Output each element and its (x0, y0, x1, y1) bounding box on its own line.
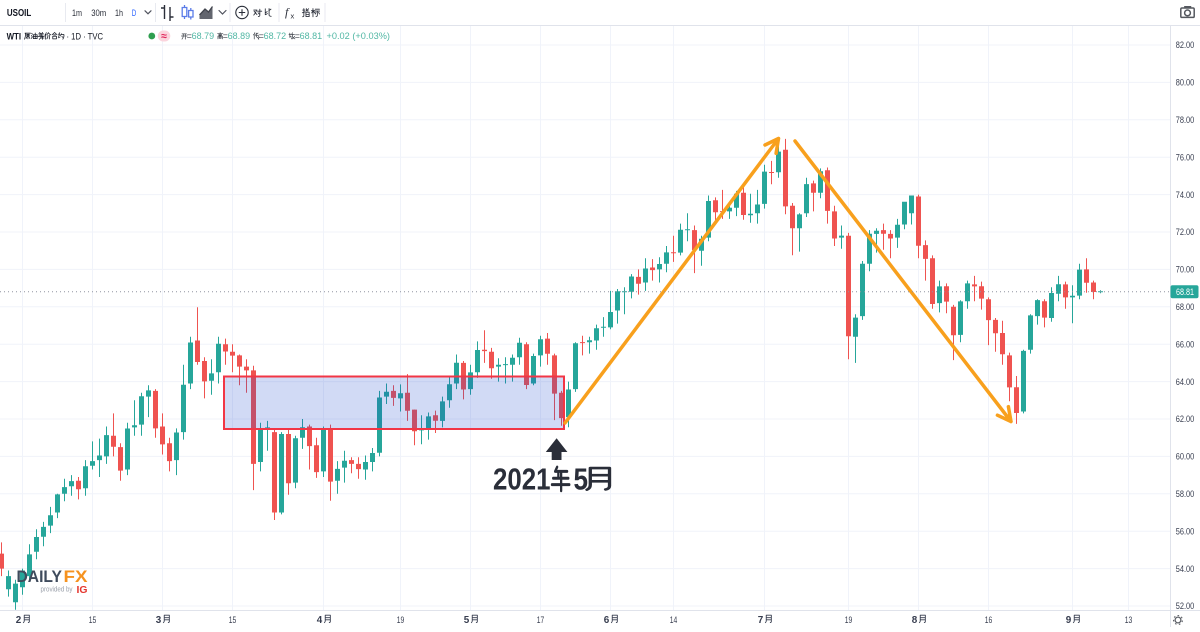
svg-text:68.81: 68.81 (300, 31, 323, 41)
svg-text:19: 19 (397, 615, 405, 626)
svg-text:=: = (295, 31, 300, 41)
svg-text:68.79: 68.79 (192, 31, 215, 41)
svg-text:1m: 1m (72, 8, 82, 19)
svg-text:5: 5 (574, 462, 589, 497)
svg-text:62.00: 62.00 (1176, 414, 1195, 425)
svg-text:2021: 2021 (493, 462, 551, 497)
svg-text:74.00: 74.00 (1176, 190, 1195, 201)
svg-text:68.00: 68.00 (1176, 302, 1195, 313)
svg-text:IG: IG (77, 584, 88, 596)
svg-text:52.00: 52.00 (1176, 601, 1195, 612)
svg-text:15: 15 (89, 615, 97, 626)
svg-text:=: = (187, 31, 192, 41)
svg-text:f: f (285, 5, 290, 19)
svg-text:70.00: 70.00 (1176, 265, 1195, 276)
svg-text:· 1D · TVC: · 1D · TVC (67, 32, 104, 43)
svg-text:≈: ≈ (161, 30, 167, 42)
svg-text:D: D (132, 8, 137, 19)
svg-text:4: 4 (317, 615, 323, 626)
svg-text:9: 9 (1066, 615, 1072, 626)
svg-text:76.00: 76.00 (1176, 152, 1195, 163)
svg-text:72.00: 72.00 (1176, 227, 1195, 238)
svg-text:7: 7 (758, 615, 764, 626)
svg-text:x: x (291, 12, 295, 21)
svg-text:2: 2 (16, 615, 22, 626)
svg-text:58.00: 58.00 (1176, 489, 1195, 500)
svg-text:54.00: 54.00 (1176, 564, 1195, 575)
svg-text:60.00: 60.00 (1176, 452, 1195, 463)
svg-text:82.00: 82.00 (1176, 40, 1195, 51)
svg-text:68.72: 68.72 (264, 31, 287, 41)
svg-text:16: 16 (985, 615, 993, 626)
svg-text:6: 6 (604, 615, 610, 626)
svg-text:3: 3 (156, 615, 162, 626)
svg-text:19: 19 (845, 615, 853, 626)
svg-text:68.81: 68.81 (1176, 287, 1194, 297)
svg-text:USOIL: USOIL (7, 8, 31, 19)
svg-text:14: 14 (670, 615, 678, 626)
svg-text:1h: 1h (115, 8, 123, 19)
svg-text:56.00: 56.00 (1176, 526, 1195, 537)
svg-text:30m: 30m (91, 8, 106, 19)
svg-text:80.00: 80.00 (1176, 78, 1195, 89)
svg-text:WTI: WTI (7, 32, 22, 43)
svg-text:17: 17 (537, 615, 545, 626)
svg-text:5: 5 (464, 615, 470, 626)
svg-text:FX: FX (64, 568, 88, 586)
svg-text:provided by: provided by (41, 587, 73, 594)
svg-text:13: 13 (1125, 615, 1133, 626)
svg-text:15: 15 (229, 615, 237, 626)
svg-text:8: 8 (912, 615, 918, 626)
svg-text:=: = (259, 31, 264, 41)
svg-text:78.00: 78.00 (1176, 115, 1195, 126)
svg-text:64.00: 64.00 (1176, 377, 1195, 388)
svg-text:66.00: 66.00 (1176, 339, 1195, 350)
svg-text:68.89: 68.89 (228, 31, 251, 41)
svg-text:=: = (223, 31, 228, 41)
svg-text:DAILY: DAILY (17, 568, 63, 586)
svg-text:+0.02 (+0.03%): +0.02 (+0.03%) (327, 31, 391, 41)
